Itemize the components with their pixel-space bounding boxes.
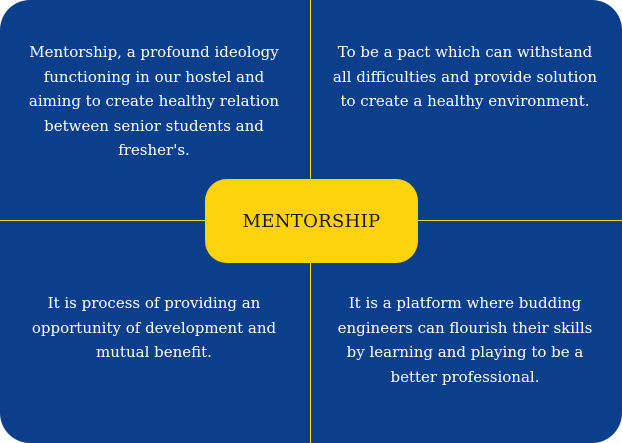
bottom-left-quadrant-text: It is process of providing an opportunit…: [31, 294, 277, 361]
bottom-right-quadrant-text: It is a platform where budding engineers…: [337, 294, 593, 386]
top-left-quadrant-text: Mentorship, a profound ideology function…: [28, 43, 280, 159]
top-right-quadrant-text: To be a pact which can withstand all dif…: [332, 43, 598, 110]
center-badge: MENTORSHIP: [205, 179, 418, 263]
center-label: MENTORSHIP: [242, 210, 381, 232]
